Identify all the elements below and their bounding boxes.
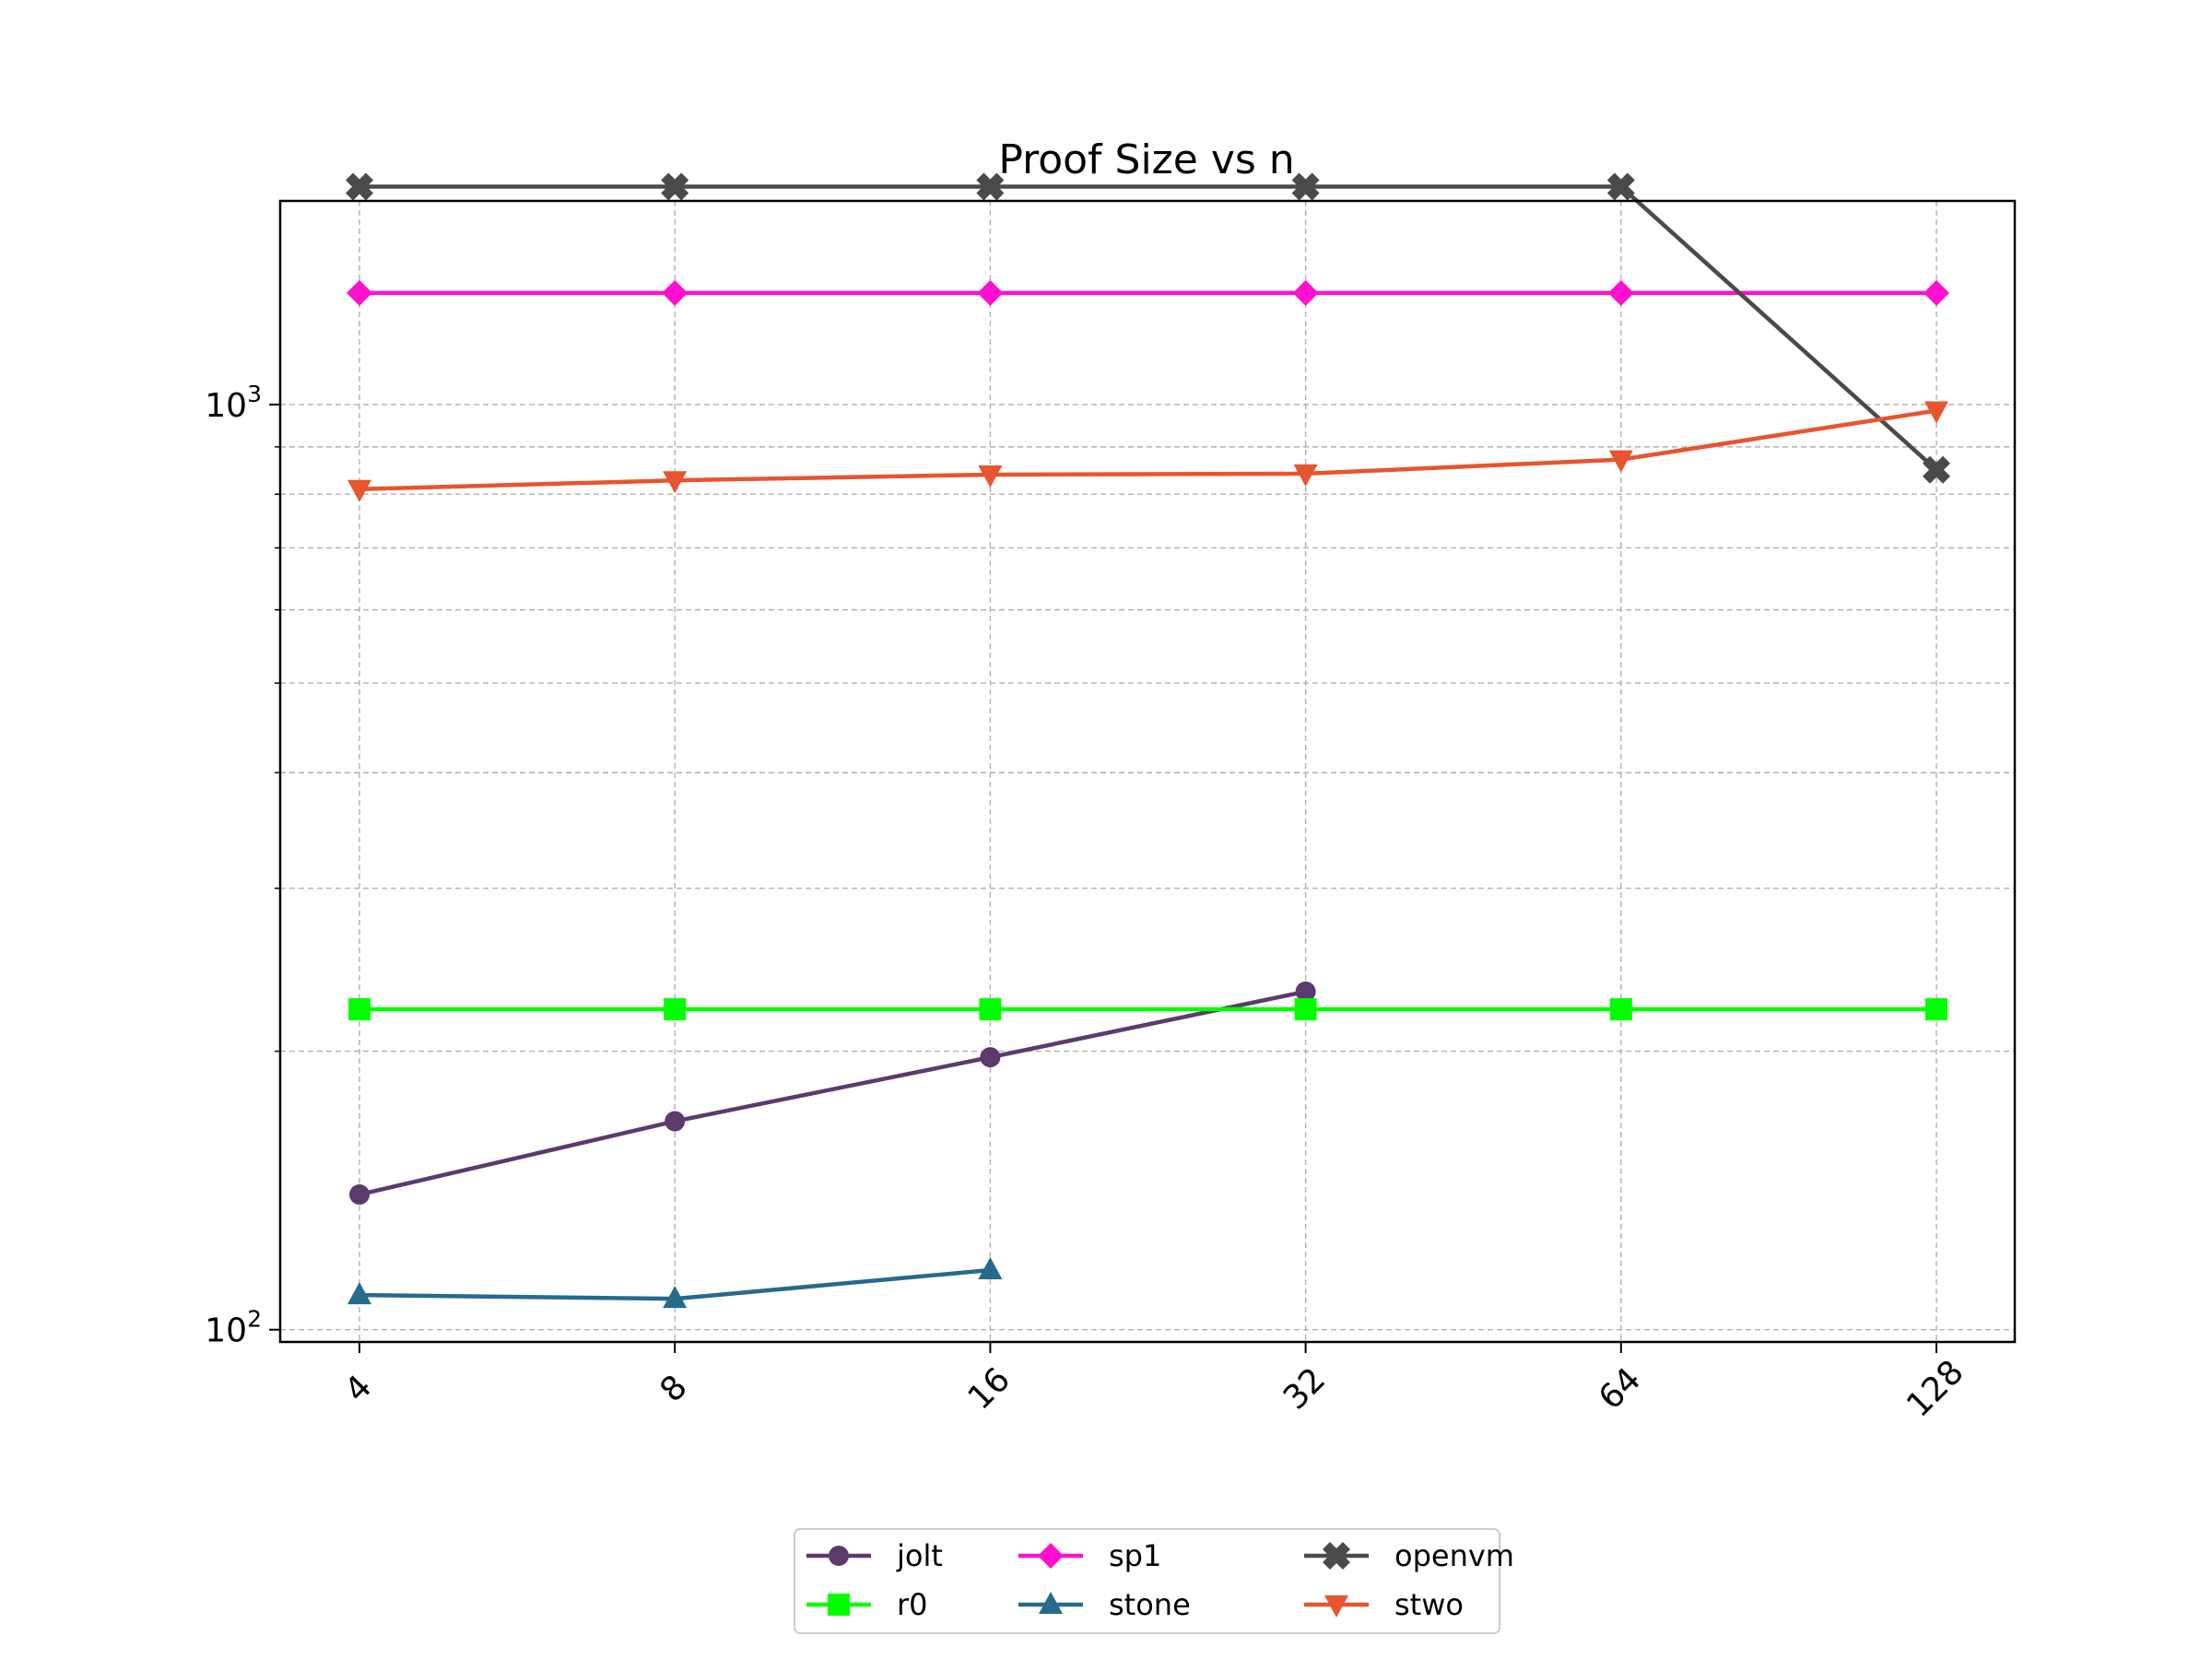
legend-item-sp1: sp1 [1018,1538,1161,1573]
grid [280,201,2015,1342]
data-point-sp1 [977,279,1004,306]
legend-marker [829,1546,849,1566]
series-jolt [349,981,1316,1206]
legend-item-stwo: stwo [1304,1587,1464,1622]
data-point-r0 [1294,998,1317,1021]
data-point-jolt [665,1111,686,1132]
data-point-sp1 [347,279,372,306]
legend-label: stwo [1394,1587,1464,1622]
data-point-stone [978,1257,1003,1280]
data-point-sp1 [1607,279,1634,306]
legend-marker [1323,1542,1350,1570]
data-point-openvm [346,172,373,201]
data-point-r0 [1925,998,1947,1021]
legend-marker [828,1594,850,1616]
y-tick-label: 102 [205,1306,262,1350]
data-point-jolt [980,1047,1001,1068]
data-point-stone [663,1286,688,1309]
legend-label: sp1 [1109,1538,1161,1573]
data-point-openvm [1606,172,1635,201]
data-point-sp1 [1292,279,1319,306]
plot-frame [278,199,2017,1344]
chart-title: Proof Size vs n [998,136,1294,183]
legend-item-openvm: openvm [1304,1538,1514,1573]
data-point-jolt [349,1184,370,1206]
legend-label: stone [1109,1587,1191,1622]
series-group [346,172,1950,1309]
data-point-openvm [661,172,689,201]
data-point-stone [347,1282,371,1305]
legend-label: openvm [1394,1538,1514,1573]
data-point-openvm [1291,172,1320,201]
data-point-openvm [1923,455,1950,484]
data-point-stwo [1924,401,1948,424]
legend: jolt sp1 openvm r0 stone stwo [794,1528,1514,1634]
legend-label: jolt [896,1538,943,1573]
series-line-openvm [359,184,1938,472]
series-openvm [346,172,1950,484]
data-point-r0 [979,998,1002,1021]
data-point-stwo [978,465,1003,488]
series-line-jolt [359,989,1307,1197]
legend-item-jolt: jolt [806,1538,943,1573]
data-point-openvm [976,172,1005,201]
data-point-jolt [1295,981,1316,1002]
legend-marker [1039,1592,1063,1614]
series-stwo [347,401,1948,502]
data-point-stwo [663,471,688,494]
legend-item-stone: stone [1018,1587,1191,1622]
legend-item-r0: r0 [806,1587,928,1622]
series-r0 [348,998,1947,1021]
data-point-sp1 [1924,279,1949,306]
series-sp1 [347,279,1949,306]
legend-label: r0 [897,1587,928,1622]
legend-marker [1324,1595,1348,1618]
legend-marker [1038,1543,1064,1569]
data-point-stwo [1608,450,1633,473]
data-point-stwo [347,479,371,502]
data-point-sp1 [662,279,688,306]
data-point-r0 [664,998,687,1021]
data-point-r0 [1609,998,1632,1021]
y-tick-label: 103 [205,381,262,425]
data-point-r0 [348,998,371,1021]
series-stone [347,1257,1003,1309]
series-line-stwo [359,408,1937,492]
data-point-stwo [1293,464,1318,487]
